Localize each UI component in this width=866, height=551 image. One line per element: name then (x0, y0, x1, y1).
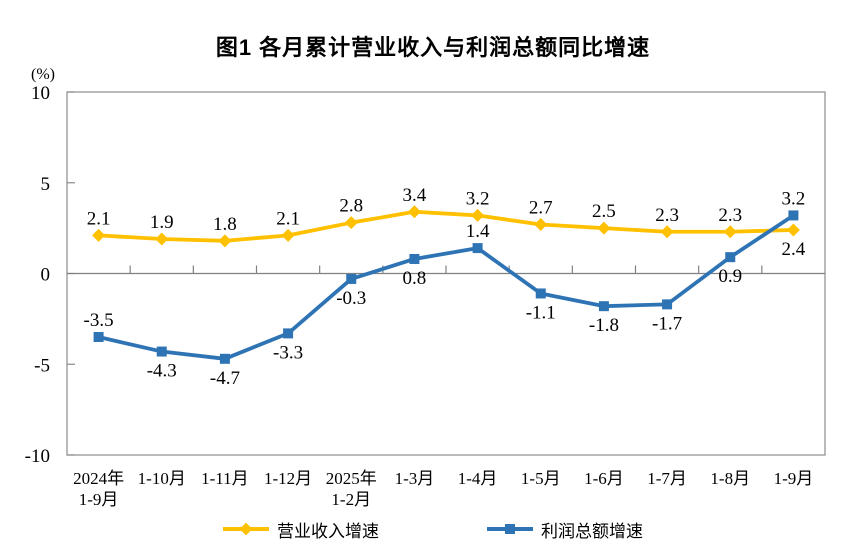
series-1-square-marker (725, 252, 736, 263)
series-0-data-label: 2.4 (782, 239, 806, 260)
series-0-data-label: 2.3 (718, 205, 742, 226)
series-1-square-marker (283, 328, 294, 339)
series-0-data-label: 3.4 (403, 185, 427, 206)
legend-line-sample (487, 524, 533, 534)
series-1-square-marker (409, 253, 420, 264)
series-1-data-label: 0.8 (403, 268, 427, 289)
series-1-data-label: -4.3 (147, 361, 177, 382)
x-category-label: 1-3月 (395, 469, 435, 488)
series-0-diamond-marker (597, 221, 611, 235)
series-1-data-label: 0.9 (718, 266, 742, 287)
series-0-diamond-marker (471, 208, 485, 222)
x-category-label: 1-9月 (774, 469, 814, 488)
series-0-diamond-marker (155, 232, 169, 246)
legend-item-1: 利润总额增速 (487, 517, 643, 542)
y-axis-tick-label: -5 (34, 355, 50, 376)
series-1-data-label: 1.4 (466, 221, 490, 242)
series-1-data-label: -1.8 (589, 315, 619, 336)
series-1-square-marker (472, 243, 483, 254)
series-0-diamond-marker (786, 223, 800, 237)
series-1-data-label: -1.1 (526, 302, 556, 323)
series-0-diamond-marker (407, 205, 421, 219)
series-1-data-label: -3.5 (84, 310, 114, 331)
series-0-data-label: 2.7 (529, 197, 553, 218)
series-1-data-label: 3.2 (782, 188, 806, 209)
series-0-data-label: 2.3 (655, 205, 679, 226)
series-line-1 (96, 213, 796, 361)
series-1-square-marker (93, 332, 104, 343)
x-category-label: 1-5月 (521, 469, 561, 488)
series-1-data-label: -1.7 (652, 313, 682, 334)
x-category-label: 1-12月 (264, 469, 312, 488)
x-category-label: 1-10月 (138, 469, 186, 488)
legend-item-label: 利润总额增速 (541, 521, 643, 541)
series-0-diamond-marker (534, 217, 548, 231)
y-axis-tick-label: 0 (41, 265, 51, 286)
series-0-data-label: 2.1 (276, 208, 300, 229)
series-0-data-label: 3.2 (466, 188, 490, 209)
x-category-label: 1-6月 (584, 469, 624, 488)
series-0-diamond-marker (92, 228, 106, 242)
x-category-label: 1-8月 (710, 469, 750, 488)
series-1-square-marker (598, 301, 609, 312)
series-0-diamond-marker (281, 228, 295, 242)
series-0-diamond-marker (660, 225, 674, 239)
series-1-square-marker (156, 346, 167, 357)
legend-item-0: 营业收入增速 (223, 517, 379, 542)
series-1-square-marker (219, 353, 230, 364)
series-0-data-label: 1.8 (213, 214, 237, 235)
series-0-data-label: 2.5 (592, 201, 616, 222)
legend-item-label: 营业收入增速 (277, 521, 379, 541)
x-category-label: 1-11月 (201, 469, 249, 488)
y-axis-tick-label: 5 (41, 174, 51, 195)
series-0-diamond-marker (344, 216, 358, 230)
series-1-square-marker (346, 273, 357, 284)
x-category-label: 1-4月 (458, 469, 498, 488)
chart-legend: 营业收入增速 利润总额增速 (0, 517, 866, 541)
legend-square-icon (505, 524, 515, 534)
legend-diamond-icon (239, 522, 253, 536)
series-line-0 (96, 209, 796, 243)
x-category-label: 1-7月 (647, 469, 687, 488)
y-axis-tick-label: 10 (31, 83, 50, 104)
y-axis-unit-label: (%) (31, 66, 55, 83)
series-0-diamond-marker (723, 225, 737, 239)
series-1-data-label: -0.3 (336, 288, 366, 309)
y-axis-tick-label: -10 (25, 446, 50, 467)
series-1-data-label: -3.3 (273, 342, 303, 363)
legend-line-sample (223, 522, 269, 536)
series-1-square-marker (662, 299, 673, 310)
series-1-square-marker (788, 210, 799, 221)
series-0-diamond-marker (218, 234, 232, 248)
series-0-data-label: 2.8 (339, 196, 363, 217)
series-1-square-marker (535, 288, 546, 299)
x-category-label: 2024年 1-9月 (73, 469, 124, 509)
series-0-data-label: 1.9 (150, 212, 174, 233)
chart-title: 图1 各月累计营业收入与利润总额同比增速 (215, 35, 651, 60)
series-1-data-label: -4.7 (210, 368, 240, 389)
x-category-label: 2025年 1-2月 (326, 469, 377, 509)
series-0-data-label: 2.1 (87, 208, 111, 229)
